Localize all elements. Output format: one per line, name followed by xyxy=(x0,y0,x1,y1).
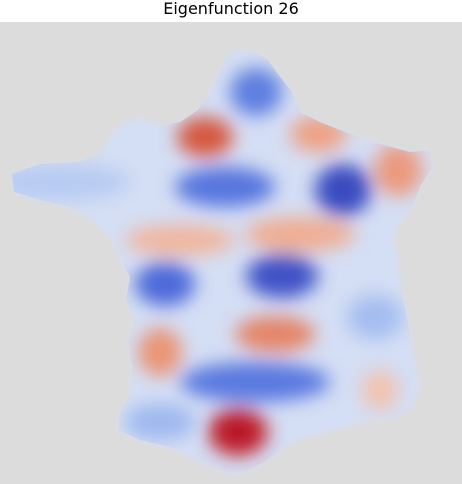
blob-blue-northeast xyxy=(315,164,371,216)
france-region xyxy=(12,50,432,474)
blob-blue-north xyxy=(230,68,282,116)
blob-red-center-south xyxy=(235,316,315,352)
eigenfunction-map xyxy=(0,22,462,484)
figure-title: Eigenfunction 26 xyxy=(163,0,299,18)
blob-red-south-core xyxy=(226,422,250,442)
blob-blue-south-band xyxy=(180,362,330,402)
blob-blue-east xyxy=(347,295,403,339)
blob-red-central-band-west xyxy=(125,225,235,255)
blob-blue-southwest xyxy=(125,404,195,440)
blob-blue-center-north xyxy=(175,167,275,207)
blob-red-southeast xyxy=(362,370,398,410)
eigenfunction-field xyxy=(12,68,422,456)
blob-red-north xyxy=(177,117,233,157)
blob-blue-center xyxy=(246,254,318,298)
blob-blue-west-center xyxy=(135,262,195,306)
blob-red-central-band-east xyxy=(245,217,355,251)
blob-blue-west-band xyxy=(12,164,130,200)
blob-red-southwest xyxy=(138,328,182,376)
blob-red-far-east xyxy=(374,144,422,196)
